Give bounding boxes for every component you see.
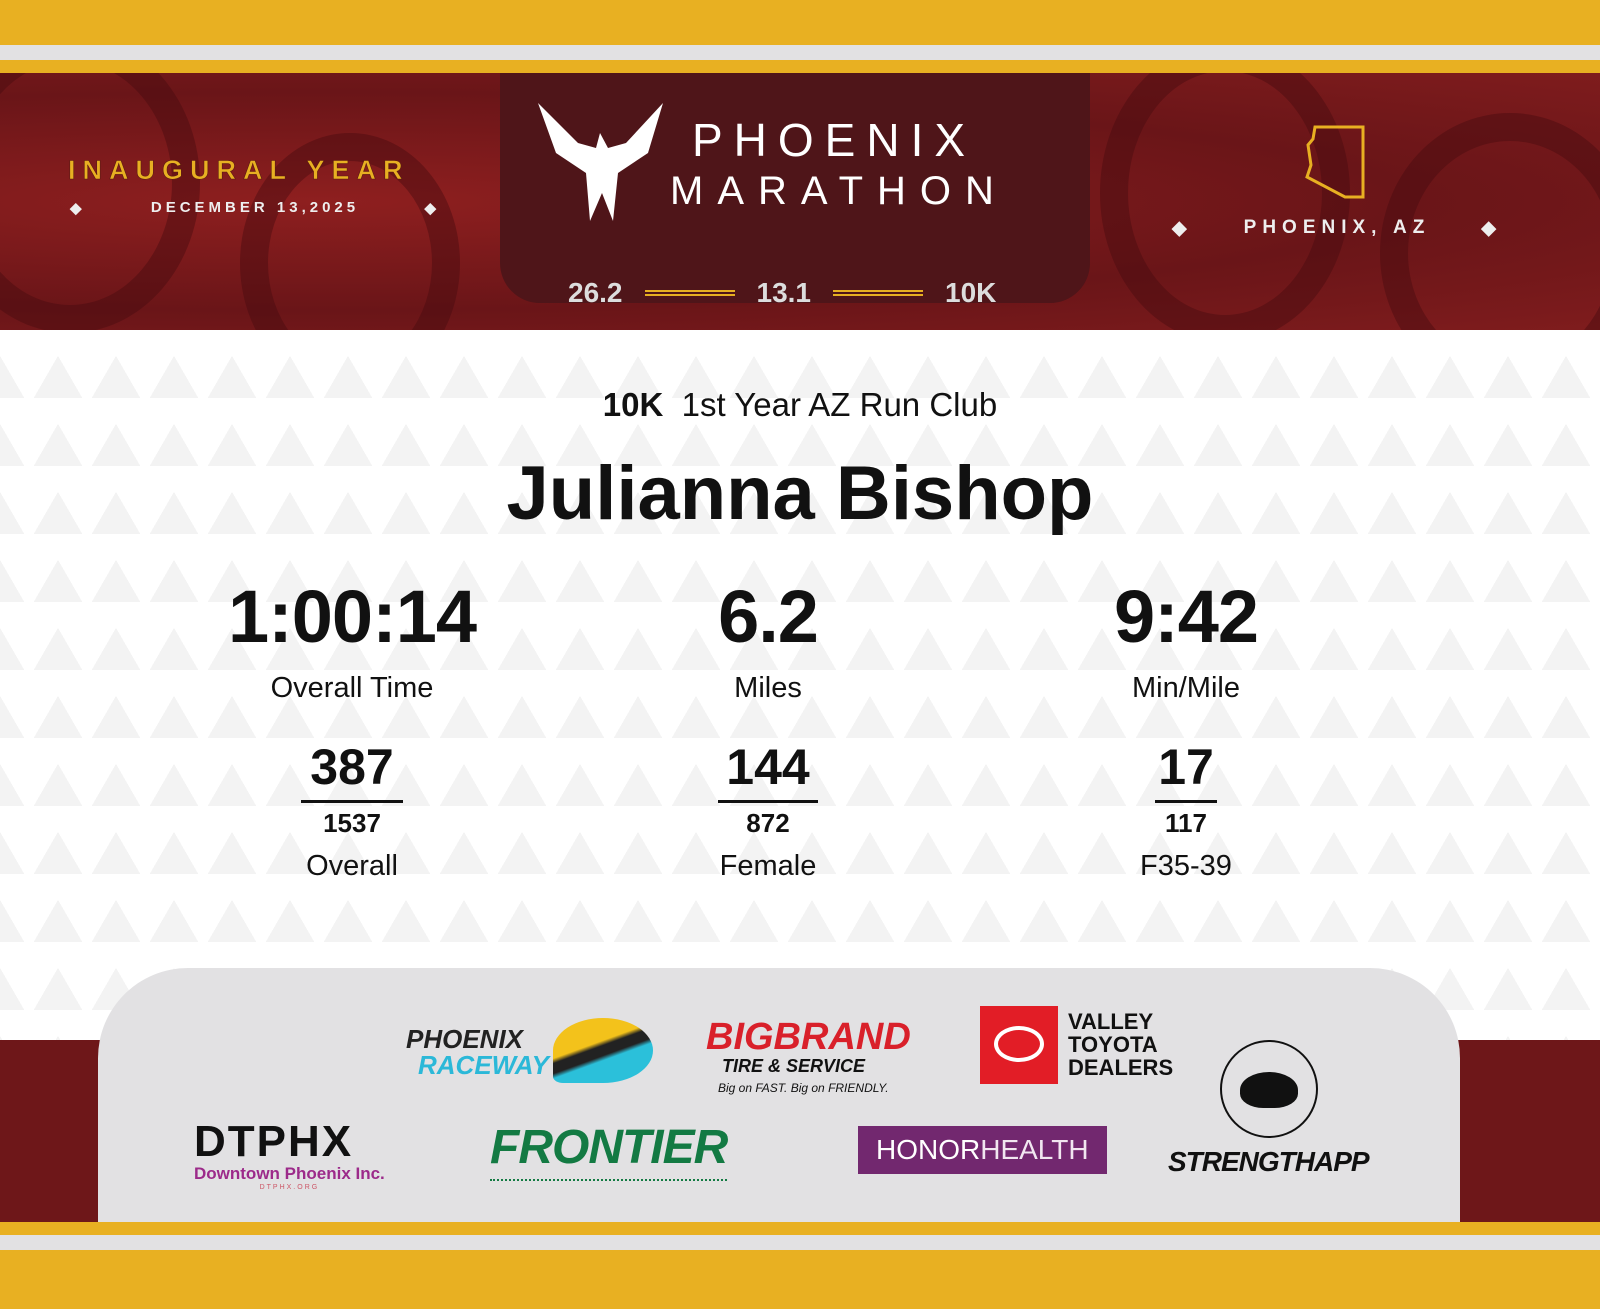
- bottom-stripe-2: [0, 1250, 1600, 1309]
- stat-miles: 6.2 Miles: [568, 580, 968, 703]
- overall-time-value: 1:00:14: [227, 575, 477, 658]
- overall-time-label: Overall Time: [270, 672, 434, 704]
- sponsor-bigbrand: BIGBRAND TIRE & SERVICE Big on FAST. Big…: [706, 1016, 911, 1095]
- pace-value: 9:42: [1113, 575, 1259, 658]
- diamond-icon: ◆: [1481, 218, 1502, 239]
- rank-age-group: 17 117 F35-39: [986, 742, 1386, 881]
- arizona-map-icon: [1305, 125, 1365, 199]
- rank-label: Overall: [306, 849, 398, 882]
- top-stripe: [0, 0, 1600, 45]
- distance-10k: 10K: [945, 277, 997, 308]
- diamond-icon: ◆: [70, 200, 86, 217]
- sponsor-valley-toyota: VALLEY TOYOTA DEALERS: [1068, 1009, 1174, 1080]
- header-banner: INAUGURAL YEAR ◆ DECEMBER 13,2025 ◆ PHOENI…: [0, 73, 1600, 330]
- top-stripe-white: [0, 45, 1600, 60]
- race-line: 10K 1st Year AZ Run Club: [0, 386, 1600, 424]
- sponsor-frontier: FRONTIER: [490, 1120, 728, 1181]
- toyota-logo-icon: [980, 1006, 1058, 1084]
- rank-label: Female: [719, 849, 817, 882]
- event-date: ◆ DECEMBER 13,2025 ◆: [70, 199, 440, 217]
- distances: 26.2 13.1 10K: [568, 277, 996, 309]
- rank-gender: 144 872 Female: [568, 742, 968, 881]
- sponsor-strengthapp: STRENGTHAPP: [1168, 1146, 1370, 1177]
- top-stripe-2: [0, 60, 1600, 73]
- distance-marathon: 26.2: [568, 277, 623, 308]
- miles-label: Miles: [734, 672, 802, 704]
- sponsor-honorhealth: HONOR HEALTH: [858, 1126, 1107, 1174]
- diamond-icon: ◆: [424, 200, 440, 217]
- miles-value: 6.2: [718, 575, 819, 658]
- sponsor-dtphx: DTPHX Downtown Phoenix Inc. DTPHX.ORG: [194, 1117, 385, 1192]
- rank-place: 17: [1158, 739, 1214, 795]
- rank-total: 117: [1165, 808, 1207, 838]
- inaugural-year: INAUGURAL YEAR: [68, 155, 410, 186]
- strength-arm-icon: [1220, 1040, 1318, 1138]
- runner-name: Julianna Bishop: [506, 451, 1094, 536]
- rank-total: 872: [746, 808, 790, 838]
- rank-total: 1537: [323, 808, 381, 838]
- race-distance: 10K: [602, 386, 664, 423]
- sponsor-phoenix-raceway: PHOENIX RACEWAY: [406, 1024, 549, 1080]
- title-marathon: MARATHON: [670, 169, 1008, 213]
- stat-time: 1:00:14 Overall Time: [152, 580, 552, 703]
- distance-half: 13.1: [756, 277, 812, 308]
- diamond-icon: ◆: [1172, 218, 1193, 239]
- rank-label: F35-39: [1140, 849, 1232, 882]
- bottom-stripe-white: [0, 1235, 1600, 1250]
- rank-place: 144: [726, 739, 810, 795]
- phoenix-bird-logo: [538, 103, 663, 221]
- title-phoenix: PHOENIX: [692, 114, 977, 166]
- sponsor-panel: PHOENIX RACEWAY BIGBRAND TIRE & SERVICE …: [98, 968, 1460, 1222]
- background-pattern: [0, 330, 1600, 1040]
- event-location: ◆ PHOENIX, AZ ◆: [1172, 217, 1502, 239]
- raceway-logo-icon: [553, 1018, 653, 1083]
- rank-overall: 387 1537 Overall: [152, 742, 552, 881]
- team-name: 1st Year AZ Run Club: [681, 386, 998, 423]
- pace-label: Min/Mile: [1132, 672, 1240, 704]
- rank-place: 387: [310, 739, 394, 795]
- bottom-stripe: [0, 1222, 1600, 1235]
- stat-pace: 9:42 Min/Mile: [986, 580, 1386, 703]
